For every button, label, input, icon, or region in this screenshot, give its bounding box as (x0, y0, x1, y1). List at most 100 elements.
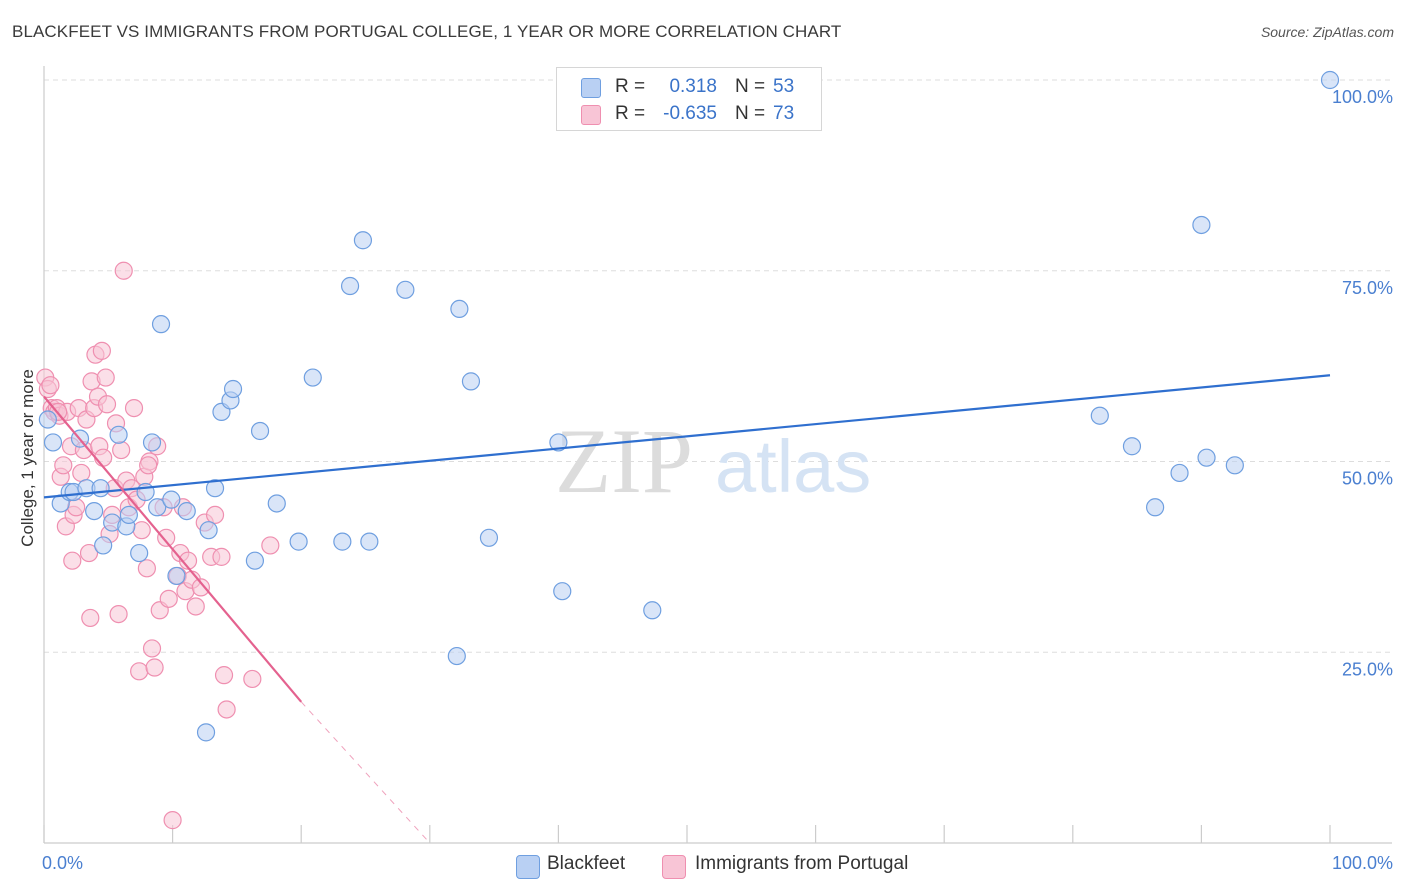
point-blackfeet (148, 498, 167, 517)
point-portugal (54, 456, 73, 475)
watermark-atlas: atlas (715, 425, 871, 508)
point-blackfeet (151, 315, 171, 334)
bottom-legend-label-blackfeet: Blackfeet (547, 853, 626, 874)
point-blackfeet (340, 276, 360, 296)
legend-r-label: R = (615, 76, 646, 97)
point-portugal (157, 528, 176, 547)
point-portugal (81, 608, 100, 628)
point-blackfeet (1146, 498, 1165, 517)
point-blackfeet (91, 479, 110, 498)
point-blackfeet (267, 494, 286, 513)
bottom-legend-label-portugal: Immigrants from Portugal (695, 853, 909, 874)
point-portugal (72, 463, 91, 483)
point-portugal (191, 578, 210, 597)
point-portugal (261, 536, 280, 555)
point-portugal (205, 505, 225, 525)
point-blackfeet (109, 425, 128, 444)
series-portugal-points (36, 261, 280, 830)
point-portugal (186, 597, 205, 616)
point-blackfeet (196, 723, 216, 742)
point-blackfeet (162, 490, 181, 509)
legend-n-value: 73 (773, 103, 795, 124)
point-portugal (137, 559, 156, 578)
point-blackfeet (303, 368, 322, 387)
point-portugal (79, 543, 99, 563)
y-axis-title: College, 1 year or more (18, 369, 37, 547)
point-blackfeet (85, 501, 104, 521)
point-portugal (212, 547, 231, 566)
point-portugal (145, 658, 164, 677)
point-portugal (243, 669, 262, 689)
point-blackfeet (1090, 406, 1109, 425)
point-blackfeet (1320, 70, 1340, 90)
trendline-portugal (43, 395, 303, 703)
point-portugal (163, 811, 182, 830)
point-blackfeet (199, 521, 218, 540)
legend-n-label: N = (735, 76, 766, 97)
point-blackfeet (38, 410, 57, 429)
grid-lines (44, 79, 1392, 653)
bottom-legend-swatch-portugal (662, 855, 686, 879)
legend-r-value: -0.635 (663, 103, 717, 124)
legend-swatch-portugal (581, 105, 601, 125)
chart-title: BLACKFEET VS IMMIGRANTS FROM PORTUGAL CO… (12, 22, 842, 41)
bottom-legend-swatch-blackfeet (516, 855, 540, 879)
point-portugal (214, 666, 234, 685)
point-blackfeet (479, 528, 499, 547)
x-tick-label: 0.0% (42, 853, 83, 873)
y-tick-label: 75.0% (1342, 278, 1393, 298)
point-blackfeet (549, 433, 568, 452)
point-blackfeet (1122, 437, 1142, 456)
trendlines (43, 374, 1331, 844)
point-blackfeet (450, 299, 469, 318)
legend-n-value: 53 (773, 76, 795, 97)
point-blackfeet (643, 601, 662, 620)
point-blackfeet (289, 532, 308, 551)
point-blackfeet (205, 479, 225, 498)
point-portugal (132, 521, 151, 540)
legend-swatch-blackfeet (581, 78, 601, 98)
legend-r-label: R = (615, 103, 646, 124)
point-blackfeet (461, 372, 481, 391)
point-blackfeet (142, 433, 162, 452)
correlation-legend: R = 0.318 N = 53 R = -0.635 N = 73 (556, 67, 822, 131)
point-blackfeet (1170, 463, 1189, 483)
point-blackfeet (119, 505, 138, 525)
y-tick-label: 25.0% (1342, 659, 1393, 679)
legend-row-blackfeet: R = 0.318 N = 53 (557, 74, 821, 102)
point-portugal (124, 398, 144, 418)
point-portugal (96, 368, 115, 387)
point-portugal (94, 448, 113, 467)
point-portugal (130, 662, 149, 681)
legend-n-label: N = (735, 103, 766, 124)
point-portugal (142, 639, 162, 658)
watermark: ZIP atlas (555, 410, 871, 512)
point-blackfeet (245, 551, 265, 570)
y-tick-label: 100.0% (1332, 87, 1393, 107)
point-blackfeet (353, 231, 373, 250)
point-blackfeet (94, 536, 113, 555)
chart-source: Source: ZipAtlas.com (1260, 24, 1394, 40)
trendline-portugal-extension (300, 701, 431, 844)
point-blackfeet (553, 582, 572, 601)
point-portugal (114, 261, 133, 280)
point-portugal (109, 604, 128, 624)
point-blackfeet (447, 646, 466, 666)
point-blackfeet (396, 280, 415, 299)
y-tick-label: 50.0% (1342, 469, 1393, 489)
point-portugal (112, 440, 131, 460)
point-blackfeet (1197, 448, 1216, 467)
point-blackfeet (250, 421, 270, 441)
legend-r-value: 0.318 (669, 76, 717, 97)
point-portugal (139, 456, 158, 475)
point-portugal (41, 376, 60, 395)
tick-labels: 25.0% 50.0% 75.0% 100.0% 0.0% 100.0% College, … (18, 87, 1393, 873)
point-portugal (217, 700, 236, 719)
point-portugal (63, 551, 82, 570)
trendline-blackfeet (43, 374, 1331, 499)
point-blackfeet (167, 566, 186, 586)
point-portugal (159, 589, 178, 608)
point-portugal (67, 498, 86, 517)
watermark-zip: ZIP (555, 410, 693, 512)
